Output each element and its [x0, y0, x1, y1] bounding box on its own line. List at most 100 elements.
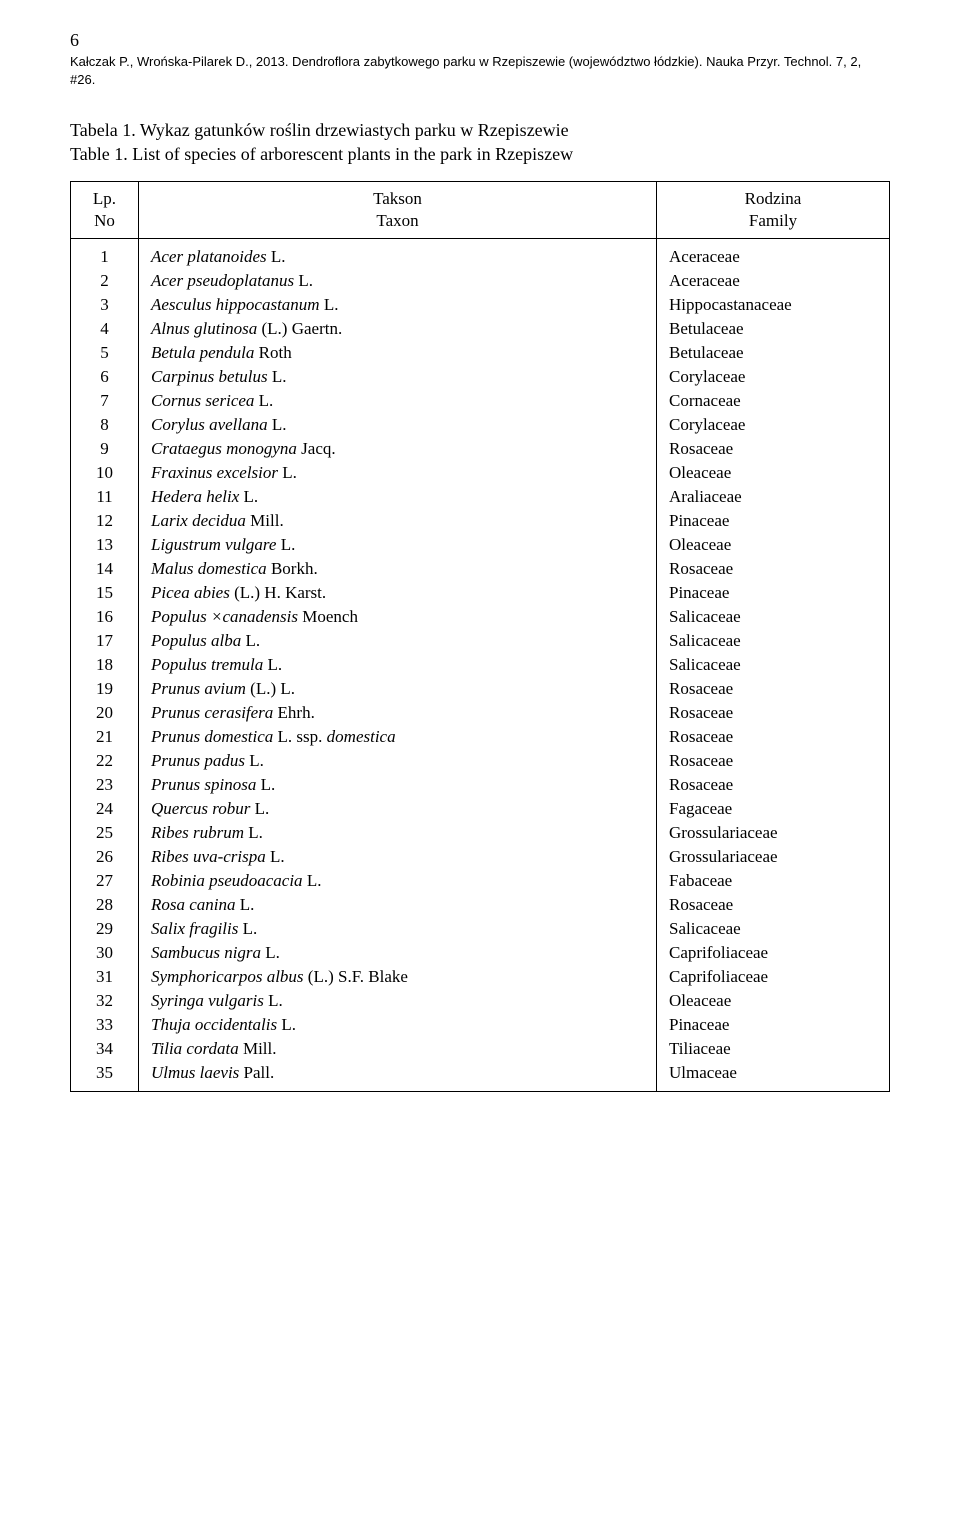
- cell-no: 24: [71, 797, 139, 821]
- cell-taxon: Prunus spinosa L.: [139, 773, 657, 797]
- header-no-line2: No: [77, 210, 132, 232]
- cell-family: Corylaceae: [657, 413, 890, 437]
- cell-family: Cornaceae: [657, 389, 890, 413]
- table-row: 22Prunus padus L.Rosaceae: [71, 749, 890, 773]
- table-row: 4Alnus glutinosa (L.) Gaertn.Betulaceae: [71, 317, 890, 341]
- cell-no: 3: [71, 293, 139, 317]
- cell-family: Oleaceae: [657, 989, 890, 1013]
- table-row: 16Populus ×canadensis MoenchSalicaceae: [71, 605, 890, 629]
- cell-family: Ulmaceae: [657, 1061, 890, 1092]
- cell-taxon: Prunus cerasifera Ehrh.: [139, 701, 657, 725]
- header-taxon-line1: Takson: [145, 188, 650, 210]
- table-row: 14Malus domestica Borkh.Rosaceae: [71, 557, 890, 581]
- cell-taxon: Cornus sericea L.: [139, 389, 657, 413]
- cell-no: 16: [71, 605, 139, 629]
- table-body: 1Acer platanoides L.Aceraceae2Acer pseud…: [71, 238, 890, 1091]
- cell-family: Oleaceae: [657, 533, 890, 557]
- cell-no: 1: [71, 238, 139, 269]
- cell-taxon: Ligustrum vulgare L.: [139, 533, 657, 557]
- cell-no: 23: [71, 773, 139, 797]
- table-row: 18Populus tremula L.Salicaceae: [71, 653, 890, 677]
- cell-family: Rosaceae: [657, 725, 890, 749]
- cell-family: Fagaceae: [657, 797, 890, 821]
- cell-taxon: Alnus glutinosa (L.) Gaertn.: [139, 317, 657, 341]
- cell-family: Pinaceae: [657, 581, 890, 605]
- cell-no: 12: [71, 509, 139, 533]
- cell-no: 31: [71, 965, 139, 989]
- cell-no: 33: [71, 1013, 139, 1037]
- cell-taxon: Symphoricarpos albus (L.) S.F. Blake: [139, 965, 657, 989]
- table-row: 12Larix decidua Mill.Pinaceae: [71, 509, 890, 533]
- cell-family: Rosaceae: [657, 893, 890, 917]
- cell-family: Oleaceae: [657, 461, 890, 485]
- table-row: 1Acer platanoides L.Aceraceae: [71, 238, 890, 269]
- cell-taxon: Populus tremula L.: [139, 653, 657, 677]
- cell-taxon: Syringa vulgaris L.: [139, 989, 657, 1013]
- citation-text: Kałczak P., Wrońska-Pilarek D., 2013. De…: [70, 53, 890, 88]
- page-number: 6: [70, 30, 890, 51]
- table-row: 33Thuja occidentalis L.Pinaceae: [71, 1013, 890, 1037]
- table-row: 6Carpinus betulus L.Corylaceae: [71, 365, 890, 389]
- table-row: 19Prunus avium (L.) L.Rosaceae: [71, 677, 890, 701]
- cell-taxon: Populus ×canadensis Moench: [139, 605, 657, 629]
- cell-taxon: Corylus avellana L.: [139, 413, 657, 437]
- table-row: 11Hedera helix L.Araliaceae: [71, 485, 890, 509]
- cell-taxon: Tilia cordata Mill.: [139, 1037, 657, 1061]
- cell-family: Rosaceae: [657, 437, 890, 461]
- cell-no: 25: [71, 821, 139, 845]
- cell-taxon: Ribes rubrum L.: [139, 821, 657, 845]
- cell-no: 9: [71, 437, 139, 461]
- cell-no: 10: [71, 461, 139, 485]
- cell-family: Salicaceae: [657, 605, 890, 629]
- cell-taxon: Rosa canina L.: [139, 893, 657, 917]
- header-taxon: Takson Taxon: [139, 181, 657, 238]
- table-row: 21Prunus domestica L. ssp. domesticaRosa…: [71, 725, 890, 749]
- table-row: 34Tilia cordata Mill.Tiliaceae: [71, 1037, 890, 1061]
- table-row: 29Salix fragilis L.Salicaceae: [71, 917, 890, 941]
- cell-taxon: Prunus domestica L. ssp. domestica: [139, 725, 657, 749]
- cell-family: Caprifoliaceae: [657, 941, 890, 965]
- table-row: 17Populus alba L.Salicaceae: [71, 629, 890, 653]
- table-row: 28Rosa canina L.Rosaceae: [71, 893, 890, 917]
- cell-no: 13: [71, 533, 139, 557]
- cell-no: 26: [71, 845, 139, 869]
- cell-no: 7: [71, 389, 139, 413]
- cell-family: Rosaceae: [657, 557, 890, 581]
- table-row: 8Corylus avellana L.Corylaceae: [71, 413, 890, 437]
- cell-no: 32: [71, 989, 139, 1013]
- table-row: 25Ribes rubrum L.Grossulariaceae: [71, 821, 890, 845]
- cell-no: 34: [71, 1037, 139, 1061]
- cell-family: Corylaceae: [657, 365, 890, 389]
- cell-no: 22: [71, 749, 139, 773]
- cell-family: Hippocastanaceae: [657, 293, 890, 317]
- cell-family: Betulaceae: [657, 341, 890, 365]
- cell-no: 30: [71, 941, 139, 965]
- table-row: 5Betula pendula RothBetulaceae: [71, 341, 890, 365]
- header-no: Lp. No: [71, 181, 139, 238]
- cell-taxon: Malus domestica Borkh.: [139, 557, 657, 581]
- header-family-line1: Rodzina: [663, 188, 883, 210]
- table-row: 20Prunus cerasifera Ehrh.Rosaceae: [71, 701, 890, 725]
- cell-taxon: Acer platanoides L.: [139, 238, 657, 269]
- cell-taxon: Picea abies (L.) H. Karst.: [139, 581, 657, 605]
- cell-family: Salicaceae: [657, 629, 890, 653]
- table-row: 26Ribes uva-crispa L.Grossulariaceae: [71, 845, 890, 869]
- table-row: 31Symphoricarpos albus (L.) S.F. BlakeCa…: [71, 965, 890, 989]
- cell-no: 11: [71, 485, 139, 509]
- cell-taxon: Robinia pseudoacacia L.: [139, 869, 657, 893]
- table-row: 2Acer pseudoplatanus L.Aceraceae: [71, 269, 890, 293]
- cell-no: 20: [71, 701, 139, 725]
- table-caption: Tabela 1. Wykaz gatunków roślin drzewias…: [70, 118, 890, 167]
- cell-no: 8: [71, 413, 139, 437]
- cell-family: Grossulariaceae: [657, 821, 890, 845]
- cell-no: 15: [71, 581, 139, 605]
- caption-line-1: Tabela 1. Wykaz gatunków roślin drzewias…: [70, 118, 890, 142]
- cell-taxon: Hedera helix L.: [139, 485, 657, 509]
- table-row: 10Fraxinus excelsior L.Oleaceae: [71, 461, 890, 485]
- cell-taxon: Populus alba L.: [139, 629, 657, 653]
- cell-family: Aceraceae: [657, 269, 890, 293]
- cell-no: 6: [71, 365, 139, 389]
- table-row: 13Ligustrum vulgare L.Oleaceae: [71, 533, 890, 557]
- cell-family: Rosaceae: [657, 701, 890, 725]
- table-header-row: Lp. No Takson Taxon Rodzina Family: [71, 181, 890, 238]
